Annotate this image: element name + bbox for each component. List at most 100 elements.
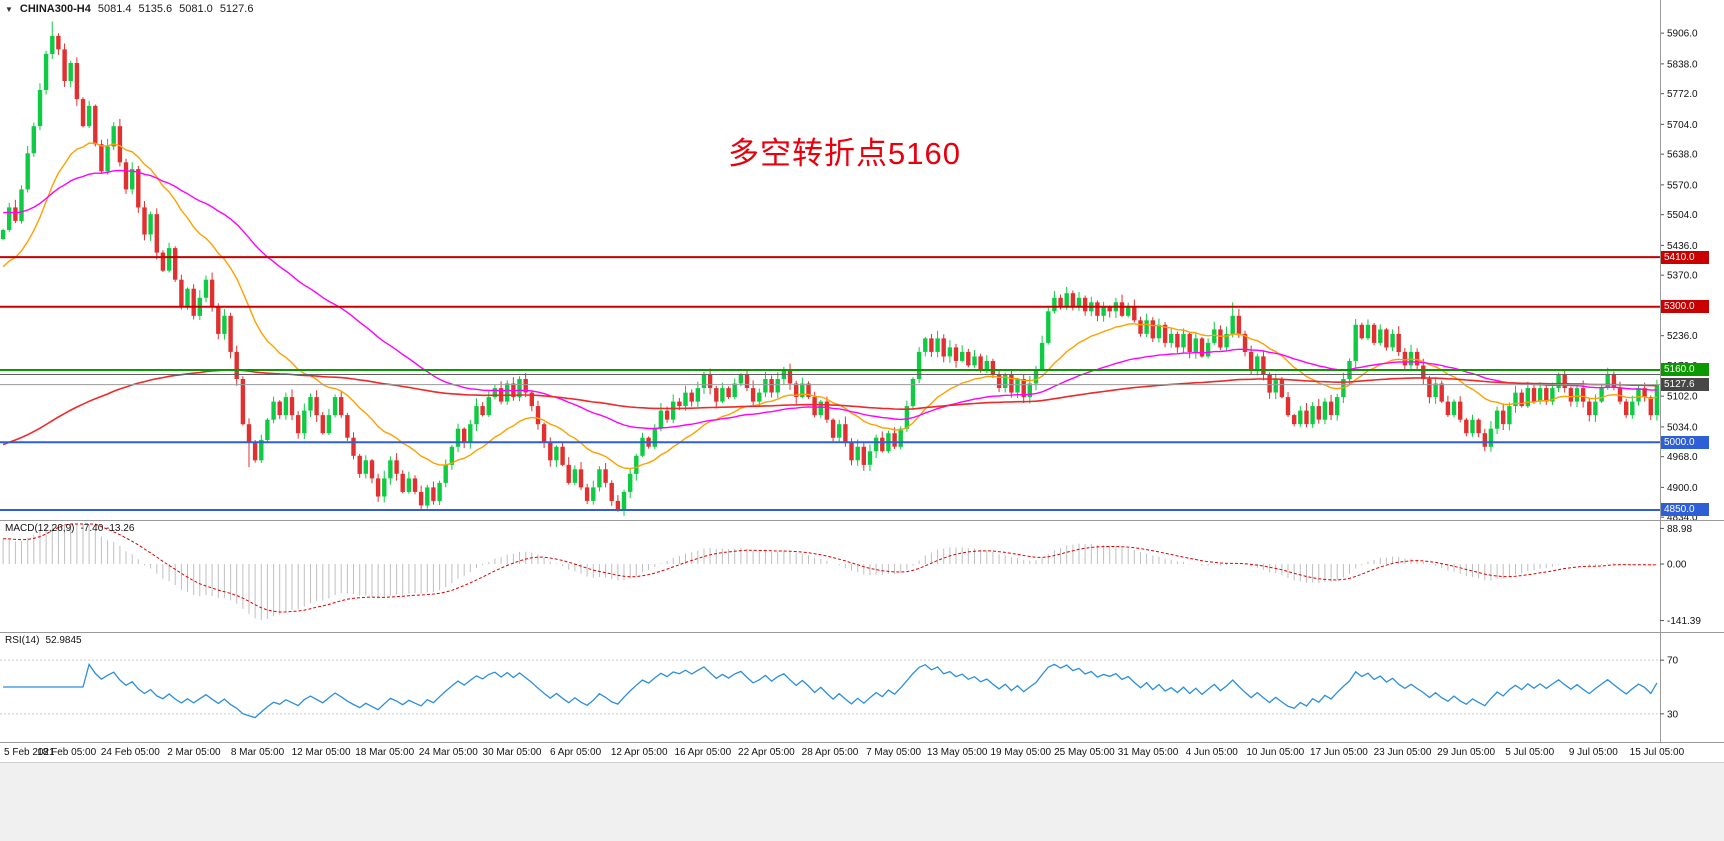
candle-body — [1451, 401, 1457, 416]
candle-body — [486, 397, 491, 416]
candle-body — [1144, 320, 1149, 334]
y-axis-tick: 5170.0 — [1667, 361, 1698, 372]
x-axis-label: 2 Mar 05:00 — [167, 747, 221, 758]
candle-body — [1599, 388, 1604, 402]
candle-body — [1033, 370, 1039, 384]
candle-body — [1058, 297, 1063, 307]
candle-body — [388, 460, 393, 479]
candle-body — [80, 99, 86, 127]
candle-body — [332, 397, 338, 416]
candle-body — [701, 374, 707, 388]
y-axis-tick: 5638.0 — [1667, 150, 1698, 161]
macd-indicator-label: MACD(12,26,9) -7.40 -13.26 — [5, 523, 134, 534]
candle-body — [160, 252, 166, 271]
candle-body — [929, 338, 934, 352]
candle-body — [603, 469, 608, 483]
candle-body — [935, 338, 940, 352]
candle-body — [904, 406, 910, 429]
candle-body — [541, 424, 547, 443]
candle-body — [695, 388, 700, 402]
candle-body — [283, 397, 289, 416]
candle-body — [1630, 401, 1635, 416]
candle-body — [1378, 329, 1383, 343]
candle-body — [1273, 379, 1278, 393]
candle-body — [191, 288, 196, 316]
candle-body — [1513, 392, 1518, 407]
candle-body — [1353, 324, 1358, 361]
candle-body — [1322, 401, 1328, 420]
candle-body — [302, 410, 307, 434]
candle-body — [1507, 406, 1512, 425]
chart-canvas[interactable]: 5906.0 5838.0 5772.0 5704.0 5638.0 5570.0 5504… — [0, 0, 1724, 762]
y-axis-tick: 5704.0 — [1667, 120, 1698, 131]
candle-body — [246, 424, 252, 443]
candle-body — [326, 415, 332, 434]
candle-body — [1421, 365, 1426, 379]
candle-body — [234, 351, 239, 379]
macd-axis-tick: -141.39 — [1667, 616, 1701, 627]
candle-body — [1519, 392, 1524, 407]
x-axis-label: 30 Mar 05:00 — [483, 747, 542, 758]
candle-body — [1365, 324, 1371, 339]
candle-body — [449, 446, 455, 465]
y-axis-tick: 4900.0 — [1667, 483, 1698, 494]
candle-body — [873, 437, 879, 452]
candle-body — [763, 379, 768, 393]
candle-body — [800, 383, 805, 397]
ma-slow-line[interactable] — [2, 368, 1657, 446]
candle-body — [1328, 401, 1334, 416]
y-axis-tick: 5102.0 — [1667, 392, 1698, 403]
candle-body — [425, 487, 430, 506]
candle-body — [1261, 356, 1266, 375]
candle-body — [597, 469, 602, 488]
quote-close: 5127.6 — [219, 3, 254, 15]
candle-body — [1076, 297, 1082, 307]
candle-body — [1580, 388, 1586, 402]
candle-body — [1624, 401, 1629, 416]
candle-body — [93, 105, 98, 145]
candle-body — [1150, 320, 1155, 339]
candle-body — [1224, 333, 1229, 348]
price-axis[interactable]: 5906.0 5838.0 5772.0 5704.0 5638.0 5570.0 5504… — [1660, 29, 1698, 524]
candle-body — [289, 397, 295, 416]
candle-body — [664, 410, 670, 420]
candle-body — [837, 424, 842, 438]
x-axis-label: 18 Mar 05:00 — [355, 747, 414, 758]
rsi-line — [3, 662, 1658, 719]
candle-body — [578, 469, 584, 488]
candle-body — [750, 388, 756, 402]
candle-body — [707, 374, 713, 388]
candle-body — [867, 451, 873, 465]
candle-body — [738, 374, 744, 384]
y-axis-tick: 5236.0 — [1667, 331, 1698, 342]
rsi-axis-tick: 70 — [1667, 656, 1679, 667]
candle-body — [1095, 302, 1100, 316]
candle-body — [554, 446, 559, 461]
candle-body — [1205, 342, 1211, 357]
candle-body — [265, 419, 270, 440]
y-axis-tick: 5370.0 — [1667, 271, 1698, 282]
candle-body — [1298, 410, 1303, 425]
quote-high: 5135.6 — [138, 3, 173, 15]
x-axis-label: 5 Jul 05:00 — [1505, 747, 1554, 758]
candle-body — [1316, 406, 1321, 420]
annotation-text[interactable]: 多空转折点5160 — [728, 136, 961, 171]
candle-body — [19, 189, 24, 221]
candle-body — [794, 383, 799, 397]
collapse-triangle-icon[interactable]: ▼ — [5, 4, 13, 14]
candle-body — [560, 446, 565, 465]
candle-body — [732, 383, 737, 397]
candle-body — [216, 306, 221, 334]
candle-body — [535, 406, 541, 425]
candle-body — [240, 379, 246, 425]
quote-low: 5081.0 — [179, 3, 213, 15]
candle-body — [1458, 401, 1463, 420]
candle-body — [1501, 410, 1506, 425]
candle-body — [1015, 379, 1020, 393]
candle-body — [824, 401, 830, 420]
candle-body — [1052, 297, 1057, 312]
ma-medium-line[interactable] — [3, 169, 1657, 430]
candle-body — [978, 356, 983, 370]
